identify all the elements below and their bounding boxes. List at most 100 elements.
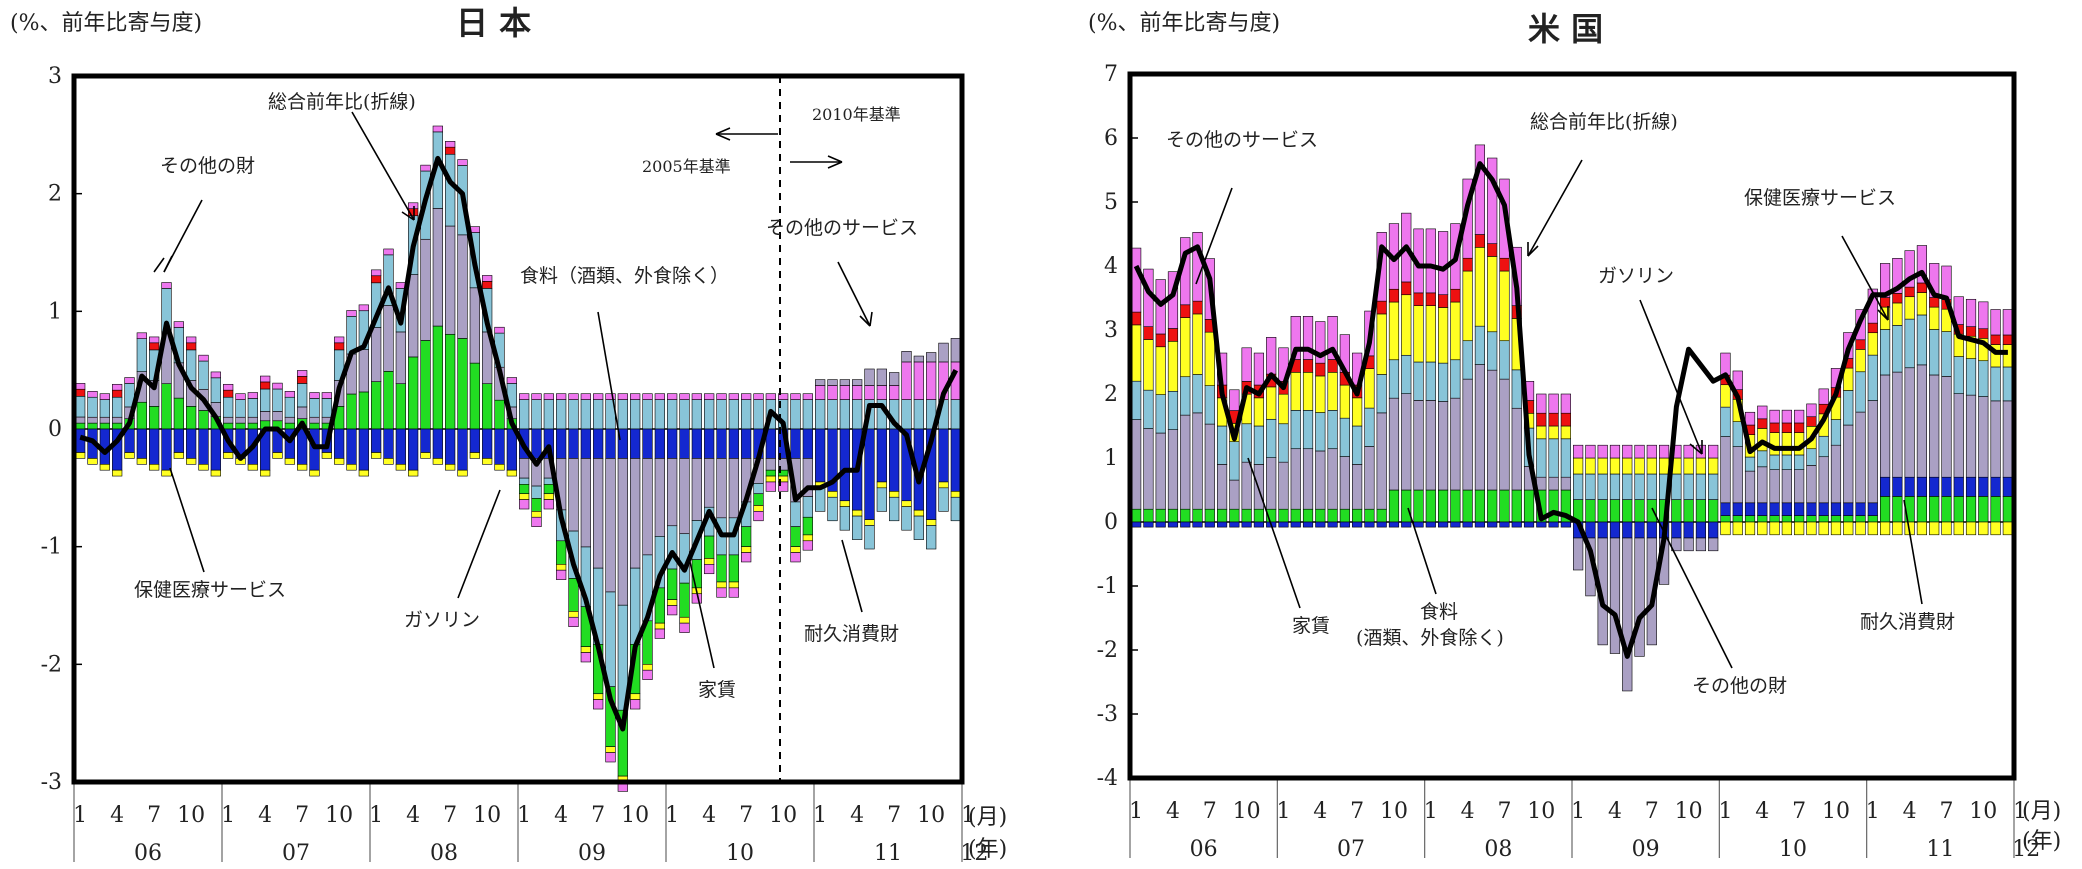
bar-segment-rent: [1401, 281, 1412, 296]
bar-segment-other-services: [358, 304, 369, 312]
bar-segment-health-services: [1806, 521, 1817, 536]
bar-segment-gasoline: [1302, 448, 1314, 510]
x-year-label: 10: [726, 841, 754, 865]
bar-segment-other-services: [790, 393, 801, 400]
bar-segment-durable-goods: [691, 428, 702, 459]
japan-leader-health: [169, 467, 205, 573]
bar-segment-health-services: [1167, 340, 1179, 392]
japan-health-label: 保健医療サービス: [134, 579, 286, 601]
bar-segment-other-services: [1560, 393, 1571, 414]
bar-segment-other-goods: [1487, 331, 1498, 371]
bar-segment-gasoline: [1167, 429, 1179, 510]
us-arrowhead-gasoline: [1689, 440, 1703, 455]
bar-segment-durable-goods: [1437, 521, 1449, 528]
japan-base2005-label: 2005年基準: [642, 157, 731, 176]
bar-segment-other-goods: [1904, 318, 1915, 369]
bar-segment-other-goods: [1879, 329, 1891, 376]
us-other-goods-label: その他の財: [1692, 675, 1787, 697]
bar-segment-health-services: [1437, 307, 1449, 364]
bar-segment-health-services: [284, 458, 295, 465]
bar-segment-health-services: [593, 693, 604, 700]
y-tick-label: 2: [1104, 382, 1118, 407]
bar-segment-other-services: [87, 391, 98, 398]
bar-segment-durable-goods: [469, 428, 480, 453]
bar-segment-other-services: [309, 392, 320, 399]
bar-segment-rent: [1192, 300, 1203, 315]
bar-segment-food: [1364, 508, 1375, 523]
bar-segment-rent: [1916, 282, 1928, 293]
bar-segment-other-goods: [1474, 325, 1486, 365]
bar-segment-durable-goods: [1388, 521, 1400, 528]
bar-segment-gasoline: [642, 458, 653, 556]
bar-segment-health-services: [432, 458, 443, 465]
bar-segment-durable-goods: [371, 428, 382, 453]
bar-segment-durable-goods: [938, 428, 949, 483]
bar-segment-food: [469, 362, 480, 430]
bar-segment-other-services: [543, 393, 554, 400]
bar-segment-rent: [1327, 359, 1338, 373]
bar-segment-durable-goods: [1352, 521, 1363, 528]
bar-segment-rent: [1769, 422, 1780, 433]
bar-segment-food: [1241, 508, 1252, 523]
bar-segment-gasoline: [469, 287, 480, 364]
x-month-label: 10: [769, 803, 797, 828]
bar-segment-rent: [1131, 311, 1142, 326]
bar-segment-food: [1990, 496, 2001, 523]
bar-segment-health-services: [1916, 292, 1928, 316]
x-year-label: 09: [1632, 837, 1660, 862]
bar-segment-durable-goods: [1781, 502, 1792, 516]
x-year-label: 08: [430, 841, 458, 865]
y-tick-label: 2: [48, 182, 62, 207]
bar-segment-food: [1769, 515, 1780, 523]
bar-segment-health-services: [1376, 313, 1387, 375]
bar-segment-other-goods: [519, 399, 530, 430]
bar-segment-durable-goods: [186, 428, 197, 459]
bar-segment-health-services: [1609, 457, 1621, 475]
us-arrowhead-health: [1877, 306, 1889, 321]
bar-segment-gasoline: [1622, 537, 1633, 692]
x-month-label: 10: [621, 803, 649, 828]
bar-segment-durable-goods: [1327, 521, 1338, 528]
bar-segment-other-goods: [136, 338, 147, 372]
bar-segment-gasoline: [1941, 376, 1952, 478]
bar-segment-health-services: [765, 475, 776, 483]
bar-segment-gasoline: [950, 338, 961, 363]
bar-segment-durable-goods: [531, 428, 542, 459]
us-leader-gasoline: [1639, 299, 1703, 455]
bar-segment-other-services: [186, 336, 197, 344]
bar-segment-other-services: [1302, 316, 1314, 360]
japan-plot-frame: [71, 73, 965, 785]
bar-segment-durable-goods: [1941, 476, 1952, 497]
bar-segment-durable-goods: [1216, 521, 1228, 528]
bar-segment-gasoline: [1916, 364, 1928, 478]
bar-segment-durable-goods: [1609, 521, 1621, 539]
bar-segment-rent: [1757, 418, 1768, 429]
bar-segment-health-services: [728, 581, 739, 589]
bar-segment-other-services: [2002, 309, 2013, 336]
bar-segment-other-services: [642, 393, 653, 400]
bar-segment-durable-goods: [198, 428, 209, 465]
bar-segment-health-services: [1904, 296, 1915, 320]
bar-segment-durable-goods: [593, 428, 604, 459]
bar-segment-gasoline: [704, 458, 715, 508]
bar-segment-other-services: [1253, 352, 1265, 386]
bar-segment-gasoline: [1216, 464, 1228, 510]
bar-segment-durable-goods: [1180, 521, 1191, 528]
bar-segment-health-services: [198, 463, 209, 471]
headline-cpi-line: [79, 155, 959, 732]
y-tick-label: 6: [1104, 126, 1118, 151]
bar-segment-other-goods: [1499, 340, 1510, 380]
bar-segment-other-goods: [297, 383, 308, 408]
bar-segment-other-services: [1646, 444, 1657, 459]
bar-segment-health-services: [556, 564, 567, 571]
bar-segment-food: [1794, 515, 1805, 523]
bar-segment-durable-goods: [839, 428, 850, 502]
bar-segment-durable-goods: [1143, 521, 1154, 528]
bar-segment-gasoline: [1327, 448, 1338, 510]
bar-segment-health-services: [1585, 457, 1596, 475]
bar-segment-food: [1806, 515, 1817, 523]
bar-segment-other-services: [1315, 321, 1326, 364]
bar-segment-other-services: [75, 383, 86, 390]
bar-segment-food: [87, 422, 98, 430]
